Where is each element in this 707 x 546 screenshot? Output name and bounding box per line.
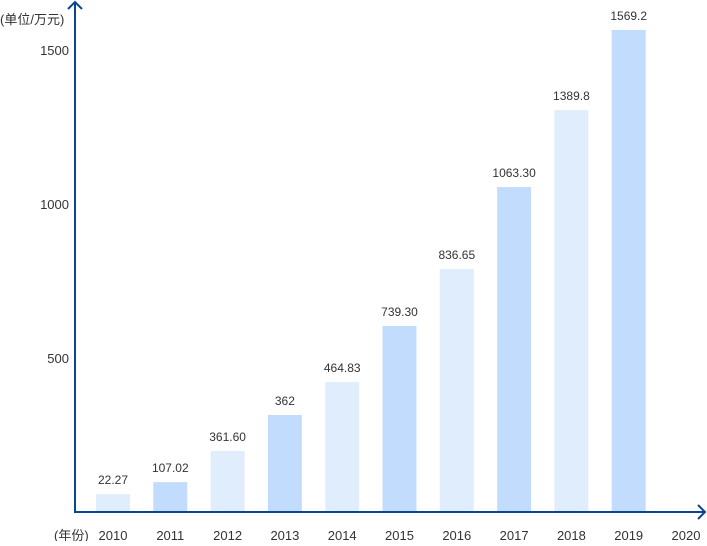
bar-2018 bbox=[554, 110, 589, 512]
data-label: 1063.30 bbox=[492, 166, 536, 180]
y-tick-label: 500 bbox=[47, 351, 69, 366]
x-tick-label: 2020 bbox=[672, 528, 701, 541]
bar-2013 bbox=[267, 414, 302, 512]
bar-2017 bbox=[497, 187, 532, 512]
data-label: 1569.2 bbox=[610, 9, 647, 23]
x-tick-label: 2012 bbox=[213, 528, 242, 541]
y-axis-arrow-icon bbox=[67, 0, 83, 10]
data-label: 464.83 bbox=[324, 361, 361, 375]
x-tick-label: 2019 bbox=[614, 528, 643, 541]
bar-2011 bbox=[153, 482, 188, 512]
bar-2014 bbox=[325, 382, 360, 512]
y-axis-title: (单位/万元) bbox=[0, 12, 64, 27]
data-label: 107.02 bbox=[152, 461, 189, 475]
bar-2015 bbox=[382, 325, 417, 512]
x-tick-label: 2016 bbox=[442, 528, 471, 541]
y-tick-label: 1500 bbox=[40, 43, 69, 58]
x-tick-label: 2018 bbox=[557, 528, 586, 541]
data-label: 739.30 bbox=[381, 305, 418, 319]
x-axis-title: (年份) bbox=[54, 528, 89, 541]
y-tick-label: 1000 bbox=[40, 197, 69, 212]
data-label: 362 bbox=[275, 394, 295, 408]
bar-2012 bbox=[210, 451, 245, 512]
x-tick-label: 2017 bbox=[500, 528, 529, 541]
bar-2016 bbox=[439, 268, 474, 512]
bar-2010 bbox=[96, 494, 130, 512]
x-tick-label: 2010 bbox=[99, 528, 128, 541]
bar-2019 bbox=[611, 29, 646, 512]
x-tick-label: 2013 bbox=[270, 528, 299, 541]
x-axis-arrow-icon bbox=[697, 504, 707, 520]
x-tick-label: 2015 bbox=[385, 528, 414, 541]
data-label: 22.27 bbox=[98, 473, 128, 487]
x-tick-label: 2014 bbox=[328, 528, 357, 541]
x-tick-label: 2011 bbox=[156, 528, 184, 541]
data-label: 361.60 bbox=[209, 430, 246, 444]
data-label: 836.65 bbox=[438, 248, 475, 262]
data-label: 1389.8 bbox=[553, 89, 590, 103]
